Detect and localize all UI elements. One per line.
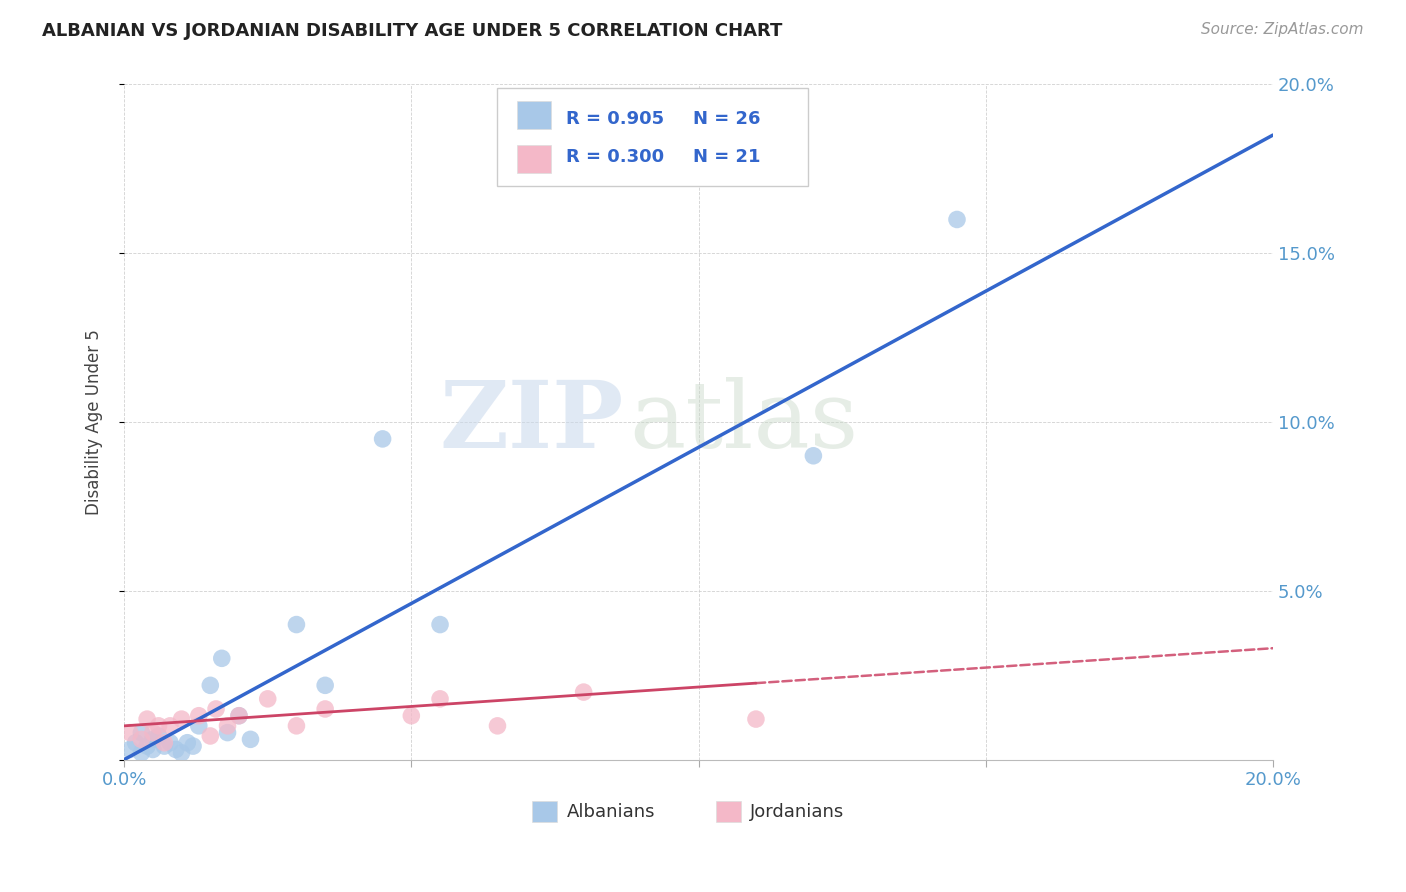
Point [217,719,239,733]
Point [285,617,308,632]
Point [946,212,969,227]
Point [803,449,825,463]
Point [165,742,187,756]
Point [187,719,209,733]
Point [131,746,153,760]
Bar [531,801,557,822]
Point [142,732,165,747]
Text: Albanians: Albanians [567,803,655,821]
Bar [517,145,551,173]
Point [131,732,153,747]
Point [170,712,193,726]
Point [176,736,198,750]
Point [429,617,451,632]
Bar [517,101,551,129]
Point [314,678,336,692]
Text: N = 26: N = 26 [693,110,761,128]
Point [187,708,209,723]
Point [486,719,509,733]
Point [159,736,181,750]
Point [228,708,250,723]
Text: atlas: atlas [630,377,859,467]
Point [371,432,394,446]
Point [148,719,170,733]
Point [200,729,222,743]
Point [200,678,222,692]
Point [118,725,141,739]
Text: N = 21: N = 21 [693,148,761,166]
Point [136,712,159,726]
Text: R = 0.300: R = 0.300 [567,148,665,166]
Point [118,742,141,756]
Point [170,746,193,760]
Point [217,725,239,739]
Point [153,739,176,753]
Point [211,651,233,665]
Point [181,739,204,753]
Point [228,708,250,723]
Point [429,691,451,706]
Point [136,739,159,753]
Point [256,691,278,706]
Point [572,685,595,699]
Text: ZIP: ZIP [440,377,624,467]
Point [153,736,176,750]
Point [314,702,336,716]
Point [124,736,146,750]
Point [148,729,170,743]
Point [205,702,228,716]
Text: Source: ZipAtlas.com: Source: ZipAtlas.com [1201,22,1364,37]
Point [142,725,165,739]
Bar [716,801,741,822]
Point [401,708,423,723]
Text: ALBANIAN VS JORDANIAN DISABILITY AGE UNDER 5 CORRELATION CHART: ALBANIAN VS JORDANIAN DISABILITY AGE UND… [42,22,783,40]
Y-axis label: Disability Age Under 5: Disability Age Under 5 [86,329,103,515]
Text: Jordanians: Jordanians [751,803,845,821]
Point [285,719,308,733]
Point [159,719,181,733]
Point [745,712,768,726]
Point [239,732,262,747]
Point [142,742,165,756]
FancyBboxPatch shape [498,87,807,186]
Text: R = 0.905: R = 0.905 [567,110,665,128]
Point [131,725,153,739]
